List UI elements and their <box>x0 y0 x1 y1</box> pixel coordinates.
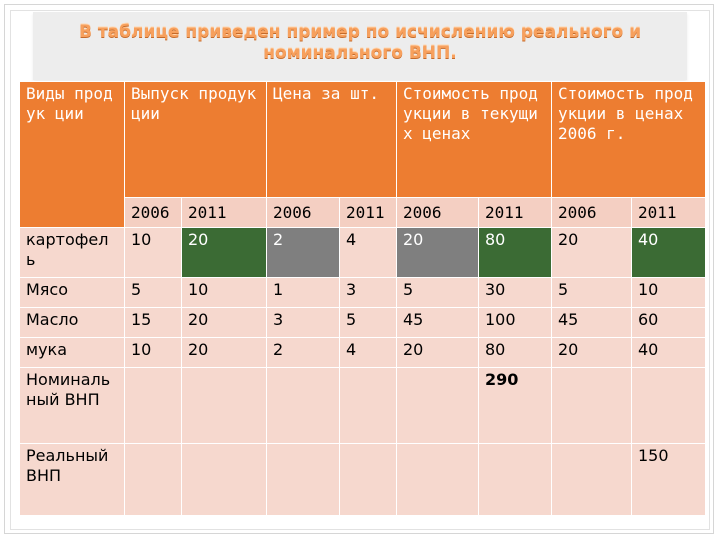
empty-cell <box>551 367 632 444</box>
data-cell: 20 <box>181 307 267 338</box>
data-cell: 40 <box>631 337 706 368</box>
data-cell: 5 <box>551 277 632 308</box>
table-row: мука 10 20 2 4 20 80 20 40 <box>19 337 706 368</box>
empty-cell <box>551 443 632 516</box>
data-cell: 40 <box>631 227 706 278</box>
header-output: Выпуск продукции <box>124 81 267 198</box>
year-cell: 2006 <box>266 197 340 228</box>
data-cell: 20 <box>396 337 479 368</box>
nominal-gnp-value: 290 <box>478 367 552 444</box>
slide-title: В таблице приведен пример по исчислению … <box>78 22 642 63</box>
header-row: Виды продук ции Выпуск продукции Цена за… <box>19 81 706 228</box>
data-cell: 20 <box>551 337 632 368</box>
data-cell: 5 <box>124 277 182 308</box>
empty-cell <box>396 367 479 444</box>
data-cell: 5 <box>396 277 479 308</box>
data-cell: 20 <box>396 227 479 278</box>
data-cell: 3 <box>266 307 340 338</box>
empty-cell <box>124 367 182 444</box>
data-cell: 10 <box>124 227 182 278</box>
row-product-name: Мясо <box>19 277 125 308</box>
year-cell: 2011 <box>478 197 552 228</box>
nominal-gnp-row: Номиналь ный ВНП 290 <box>19 367 706 444</box>
empty-cell <box>631 367 706 444</box>
row-product-name: картофел ь <box>19 227 125 278</box>
data-cell: 1 <box>266 277 340 308</box>
data-cell: 5 <box>339 307 397 338</box>
year-cell: 2011 <box>631 197 706 228</box>
nominal-gnp-label: Номиналь ный ВНП <box>19 367 125 444</box>
data-cell: 45 <box>396 307 479 338</box>
data-cell: 45 <box>551 307 632 338</box>
slide-frame-outer <box>4 4 714 534</box>
year-cell: 2006 <box>551 197 632 228</box>
data-cell: 4 <box>339 227 397 278</box>
data-cell: 10 <box>631 277 706 308</box>
empty-cell <box>339 443 397 516</box>
empty-cell <box>396 443 479 516</box>
data-cell: 2 <box>266 337 340 368</box>
data-cell: 100 <box>478 307 552 338</box>
data-cell: 15 <box>124 307 182 338</box>
data-cell: 10 <box>181 277 267 308</box>
slide-frame-inner <box>10 10 710 530</box>
data-cell: 60 <box>631 307 706 338</box>
data-cell: 4 <box>339 337 397 368</box>
data-cell: 20 <box>181 337 267 368</box>
data-cell: 80 <box>478 227 552 278</box>
empty-cell <box>181 367 267 444</box>
data-cell: 3 <box>339 277 397 308</box>
empty-cell <box>181 443 267 516</box>
empty-cell <box>266 443 340 516</box>
empty-cell <box>266 367 340 444</box>
empty-cell <box>478 443 552 516</box>
table-row: Мясо 5 10 1 3 5 30 5 10 <box>19 277 706 308</box>
year-cell: 2006 <box>124 197 182 228</box>
real-gnp-row: Реальный ВНП 150 <box>19 443 706 516</box>
gnp-table: Виды продук ции Выпуск продукции Цена за… <box>19 81 706 516</box>
table-row: картофел ь 10 20 2 4 20 80 20 40 <box>19 227 706 278</box>
real-gnp-label: Реальный ВНП <box>19 443 125 516</box>
data-cell: 20 <box>181 227 267 278</box>
data-cell: 80 <box>478 337 552 368</box>
header-product-types: Виды продук ции <box>19 81 125 228</box>
years-row: 2006 2011 2006 2011 2006 2011 2006 2011 <box>20 197 706 228</box>
row-product-name: мука <box>19 337 125 368</box>
data-cell: 2 <box>266 227 340 278</box>
data-cell: 30 <box>478 277 552 308</box>
year-cell: 2006 <box>396 197 479 228</box>
empty-cell <box>339 367 397 444</box>
title-band <box>33 12 687 80</box>
header-value-current: Стоимость продукции в текущих ценах <box>396 81 552 198</box>
row-product-name: Масло <box>19 307 125 338</box>
data-cell: 20 <box>551 227 632 278</box>
header-value-2006: Стоимость продукции в ценах 2006 г. <box>551 81 706 198</box>
data-cell: 10 <box>124 337 182 368</box>
year-cell: 2011 <box>181 197 267 228</box>
empty-cell <box>124 443 182 516</box>
table-row: Масло 15 20 3 5 45 100 45 60 <box>19 307 706 338</box>
real-gnp-value: 150 <box>631 443 706 516</box>
header-price: Цена за шт. <box>266 81 397 198</box>
year-cell: 2011 <box>339 197 397 228</box>
